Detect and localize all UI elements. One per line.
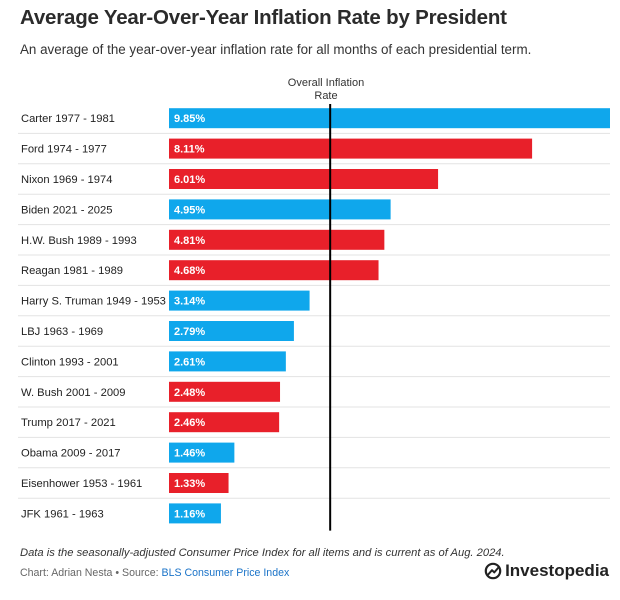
reference-line-label: Overall Inflation Rate (265, 77, 387, 103)
footnote: Data is the seasonally-adjusted Consumer… (20, 547, 505, 559)
source-link[interactable]: BLS Consumer Price Index (161, 567, 290, 579)
investopedia-brand: Investopedia (484, 560, 609, 582)
category-label: Trump 2017 - 2021 (21, 417, 116, 429)
value-label: 2.46% (174, 417, 205, 429)
category-label: Carter 1977 - 1981 (21, 113, 115, 125)
category-label: LBJ 1963 - 1969 (21, 326, 103, 338)
credit-line: Chart: Adrian Nesta • Source: BLS Consum… (20, 567, 289, 579)
bar-republican (169, 412, 280, 433)
brand-name: Investopedia (505, 561, 609, 580)
category-label: Obama 2009 - 2017 (21, 448, 121, 460)
value-label: 4.95% (174, 204, 205, 216)
category-label: Biden 2021 - 2025 (21, 204, 112, 216)
bar-chart: Carter 1977 - 1981 9.85% Ford 1974 - 1977 8… (18, 104, 610, 531)
category-label: H.W. Bush 1989 - 1993 (21, 235, 137, 247)
category-label: JFK 1961 - 1963 (21, 508, 104, 520)
reference-line-label-line2: Rate (314, 90, 338, 102)
bar-democrat (169, 290, 310, 311)
bar-democrat (169, 442, 235, 463)
bar-republican (169, 138, 533, 159)
bar-democrat (169, 351, 286, 372)
value-label: 4.81% (174, 235, 205, 247)
bar-democrat (169, 503, 221, 524)
value-label: 4.68% (174, 265, 205, 277)
reference-line-label-line1: Overall Inflation (287, 77, 365, 89)
investopedia-logo-icon (484, 562, 502, 580)
bar-republican (169, 473, 229, 493)
category-label: Eisenhower 1953 - 1961 (21, 478, 142, 490)
value-label: 2.61% (174, 356, 205, 368)
bar-democrat (169, 321, 294, 341)
category-label: Harry S. Truman 1949 - 1953 (21, 296, 166, 308)
credit-prefix: Chart: Adrian Nesta • Source: (20, 567, 162, 579)
value-label: 1.46% (174, 448, 205, 460)
category-label: Ford 1974 - 1977 (21, 144, 107, 156)
chart-subtitle: An average of the year-over-year inflati… (20, 42, 532, 57)
category-label: Reagan 1981 - 1989 (21, 265, 123, 277)
value-label: 6.01% (174, 174, 205, 186)
value-label: 2.48% (174, 387, 205, 399)
value-label: 9.85% (174, 113, 205, 125)
value-label: 2.79% (174, 326, 205, 338)
category-label: W. Bush 2001 - 2009 (21, 387, 125, 399)
value-label: 1.16% (174, 508, 205, 520)
bar-republican (169, 381, 281, 402)
bar-democrat (169, 108, 610, 129)
bar-republican (169, 260, 379, 281)
bar-democrat (169, 199, 391, 220)
value-label: 1.33% (174, 478, 205, 490)
category-label: Clinton 1993 - 2001 (21, 356, 119, 368)
value-label: 3.14% (174, 296, 205, 308)
category-label: Nixon 1969 - 1974 (21, 174, 112, 186)
chart-title: Average Year-Over-Year Inflation Rate by… (20, 6, 507, 29)
value-label: 8.11% (174, 144, 205, 156)
bar-republican (169, 169, 439, 189)
